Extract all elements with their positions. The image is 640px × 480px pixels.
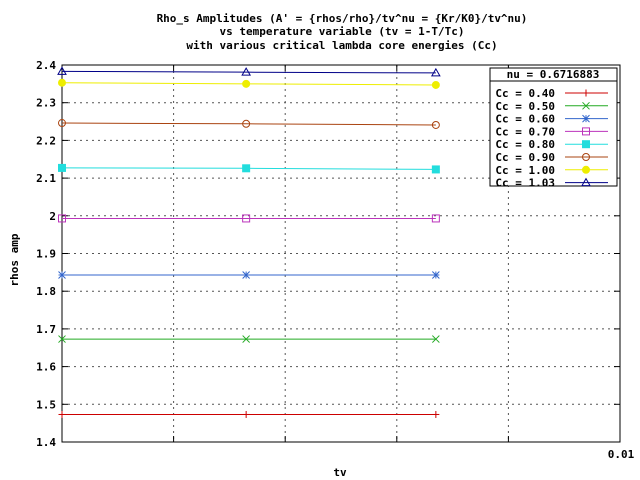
data-point <box>58 163 66 172</box>
data-point <box>242 119 251 128</box>
y-tick-label: 2 <box>49 210 56 223</box>
chart-title-line-1: Rho_s Amplitudes (A' = {rhos/rho}/tv^nu … <box>157 12 528 25</box>
series-1 <box>58 335 440 343</box>
data-point <box>58 214 66 223</box>
legend-entry-1: Cc = 0.50 <box>495 100 608 113</box>
series-5 <box>58 119 440 129</box>
legend-entry-2: Cc = 0.60 <box>495 113 608 126</box>
legend-label: Cc = 1.00 <box>495 164 555 177</box>
y-tick-label: 2.4 <box>36 59 56 72</box>
tick-labels: 1.4 1.5 1.6 1.7 1.8 1.9 2 2.1 2.2 2.3 2.4 0.01 <box>36 59 634 461</box>
legend-marker <box>582 165 590 174</box>
data-point <box>242 410 250 418</box>
legend-box <box>489 67 618 187</box>
legend-marker <box>582 153 590 161</box>
legend-entry-0: Cc = 0.40 <box>495 87 608 100</box>
data-point <box>432 335 440 343</box>
y-tick-label: 1.7 <box>36 323 56 336</box>
y-tick-label: 1.9 <box>36 248 56 261</box>
series-0 <box>58 410 440 418</box>
data-point <box>432 410 440 418</box>
series-line <box>61 122 436 126</box>
data-point <box>432 271 440 279</box>
legend-marker <box>581 177 591 187</box>
series-7 <box>57 66 441 77</box>
series-6 <box>58 78 440 89</box>
legend-marker <box>582 140 590 149</box>
series-line <box>61 70 436 74</box>
series-3 <box>58 214 440 223</box>
data-point <box>242 214 251 223</box>
legend-marker <box>582 89 590 97</box>
y-tick-label: 1.5 <box>36 398 56 411</box>
series <box>57 66 441 418</box>
plot-frame <box>61 64 621 443</box>
data-point <box>58 271 66 279</box>
data-point <box>431 80 440 89</box>
legend-label: Cc = 0.40 <box>495 87 555 100</box>
legend-entry-5: Cc = 0.90 <box>495 151 608 164</box>
data-point <box>242 335 250 343</box>
data-point <box>431 214 440 223</box>
legend-title: nu = 0.6716883 <box>507 68 600 81</box>
data-point <box>242 271 250 279</box>
y-axis-label: rhos amp <box>8 233 21 286</box>
data-point <box>58 119 66 128</box>
legend-marker <box>582 114 590 123</box>
legend-label: Cc = 0.70 <box>495 125 555 138</box>
legend-label: Cc = 0.60 <box>495 113 555 126</box>
y-tick-label: 2.3 <box>36 97 56 110</box>
data-point <box>431 165 440 174</box>
legend-marker <box>582 101 590 110</box>
legend-marker <box>582 127 590 136</box>
data-point <box>242 79 251 88</box>
x-axis-label: tv <box>333 466 347 479</box>
chart-title-line-2: vs temperature variable (tv = 1-T/Tc) <box>219 25 464 38</box>
y-tick-label: 2.2 <box>36 134 56 147</box>
data-point <box>57 66 67 75</box>
legend-entry-6: Cc = 1.00 <box>495 164 608 177</box>
data-point <box>58 78 66 87</box>
chart-title: Rho_s Amplitudes (A' = {rhos/rho}/tv^nu … <box>157 12 528 52</box>
legend-entry-4: Cc = 0.80 <box>495 138 608 151</box>
data-point <box>58 335 66 343</box>
legend-entry-7: Cc = 1.03 <box>495 177 608 190</box>
axes <box>61 64 621 443</box>
data-point <box>242 164 251 173</box>
data-point <box>431 120 440 129</box>
chart-title-line-3: with various critical lambda core energi… <box>186 39 497 52</box>
legend-label: Cc = 0.50 <box>495 100 555 113</box>
y-tick-label: 1.8 <box>36 285 56 298</box>
series-4 <box>58 163 440 174</box>
x-tick-label: 0.01 <box>608 448 635 461</box>
data-point <box>430 67 441 77</box>
legend-label: Cc = 0.90 <box>495 151 555 164</box>
y-tick-label: 2.1 <box>36 172 56 185</box>
legend-label: Cc = 1.03 <box>495 177 555 190</box>
data-point <box>241 67 252 76</box>
legend-label: Cc = 0.80 <box>495 138 555 151</box>
y-tick-label: 1.6 <box>36 361 56 374</box>
y-tick-label: 1.4 <box>36 436 56 449</box>
data-point <box>58 410 66 418</box>
series-2 <box>58 271 440 279</box>
legend-entry-3: Cc = 0.70 <box>495 125 608 138</box>
